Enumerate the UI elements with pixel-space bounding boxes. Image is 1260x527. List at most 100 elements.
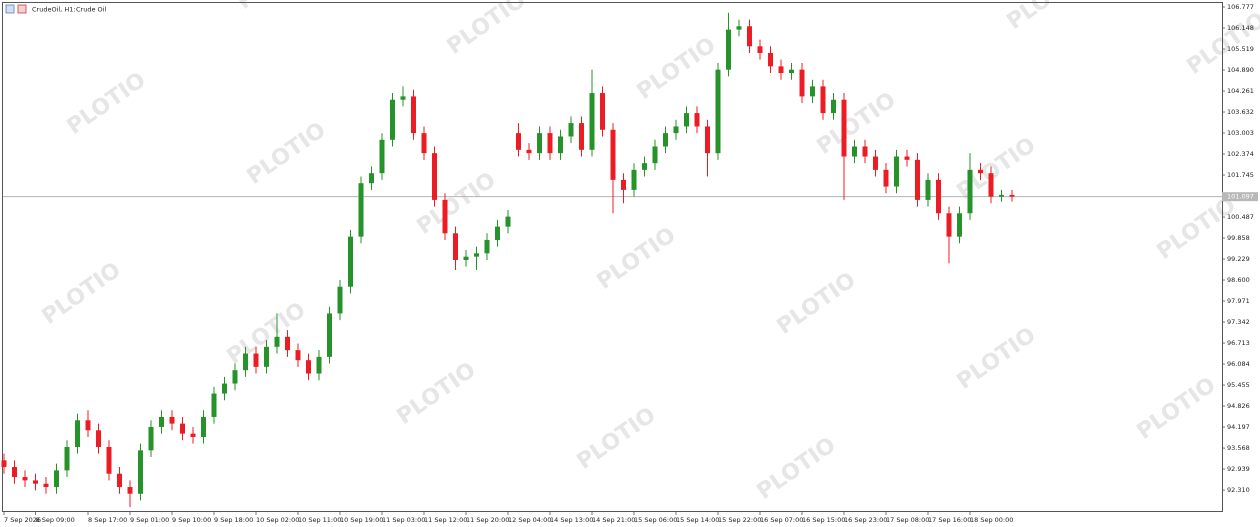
y-tick-label: 102.374 [1227,150,1254,158]
y-tick-label: 101.745 [1227,171,1254,179]
candle-body [600,93,605,130]
candle-body [946,213,952,237]
candle-body [253,353,259,367]
y-tick-label: 97.342 [1227,318,1250,326]
candle-body [85,420,91,431]
candle-body [558,136,563,154]
candle-body [999,194,1004,197]
candle-body [285,336,290,351]
candle-body [400,96,406,100]
x-tick-label: 15 Sep 06:00 [634,516,677,524]
y-tick-label: 98.600 [1227,276,1250,284]
x-tick-label: 15 Sep 14:00 [676,516,719,524]
candle-body [715,69,721,154]
candle-body [474,253,479,257]
candle-body [264,346,269,367]
candle-body [169,416,175,424]
candle-body [1009,194,1015,197]
candle-body [12,467,17,478]
y-tick-label: 105.519 [1227,45,1254,53]
candle-body [642,163,647,170]
candle-body [768,52,773,67]
candle-body [295,350,301,361]
x-tick-label: 9 Sep 01:00 [130,516,169,524]
x-tick-label: 7 Sep 2026 [4,516,41,524]
y-tick-label: 94.826 [1227,402,1250,410]
candle-body [232,370,238,384]
candle-body [925,179,931,200]
candle-body [369,173,374,184]
candle-body [54,470,59,488]
candle-body [789,69,794,74]
candle-body [64,446,70,471]
candle-body [579,123,584,150]
y-tick-label: 94.197 [1227,423,1250,431]
candle-body [243,353,248,371]
x-tick-label: 11 Sep 12:00 [424,516,467,524]
candle-body [96,430,101,447]
x-tick-label: 9 Sep 10:00 [172,516,211,524]
candle-body [306,360,311,374]
candle-body [568,123,574,137]
y-tick-label: 92.939 [1227,465,1250,473]
candle-body [820,86,826,114]
x-tick-label: 11 Sep 03:00 [382,516,425,524]
candle-body [159,416,164,427]
candle-body [663,133,668,147]
candle-body [810,86,815,97]
candle-body [841,99,847,157]
x-tick-label: 16 Sep 15:00 [802,516,845,524]
x-tick-label: 16 Sep 07:00 [760,516,803,524]
candle-body [421,133,427,154]
current-price-box [1222,192,1258,202]
candle-body [673,126,679,134]
y-tick-label: 104.261 [1227,87,1254,95]
x-tick-label: 8 Sep 09:00 [36,516,75,524]
x-tick-label: 14 Sep 21:00 [592,516,635,524]
candle-body [316,356,322,374]
candle-body [463,256,469,261]
candle-body [327,313,332,357]
candle-body [33,480,38,484]
candle-body [222,383,227,394]
candle-body [22,477,28,481]
candle-body [337,286,343,314]
x-tick-label: 16 Sep 23:00 [844,516,887,524]
candle-body [526,149,532,154]
candle-body [610,129,616,180]
candle-body [516,133,521,150]
candle-body [862,146,868,157]
candle-body [988,173,994,197]
x-tick-label: 12 Sep 04:00 [508,516,551,524]
candle-body [589,93,595,150]
candle-body [390,99,395,140]
candle-body [148,426,154,451]
x-tick-label: 10 Sep 02:00 [256,516,299,524]
candle-body [883,169,889,187]
y-tick-label: 104.890 [1227,66,1254,74]
candle-body [138,450,143,494]
candle-body [190,433,196,437]
candle-body [432,153,437,200]
candle-body [537,133,542,154]
y-tick-label: 93.568 [1227,444,1250,452]
y-tick-label: 92.310 [1227,486,1250,494]
y-tick-label: 99.858 [1227,234,1250,242]
x-tick-label: 18 Sep 00:00 [970,516,1013,524]
candle-body [358,183,364,237]
candle-body [379,139,385,174]
x-tick-label: 10 Sep 11:00 [298,516,341,524]
candle-body [484,239,490,254]
plot-frame [2,2,1223,512]
candle-body [453,233,458,261]
candle-body [736,26,742,30]
candle-body [652,146,658,164]
description: Crude Oil [76,6,106,14]
current-price-label: 101.097 [1227,193,1254,201]
candle-body [778,66,784,74]
candle-body [106,446,112,474]
x-tick-label: 8 Sep 17:00 [88,516,127,524]
candle-body [684,113,689,127]
y-tick-label: 99.229 [1227,255,1250,263]
